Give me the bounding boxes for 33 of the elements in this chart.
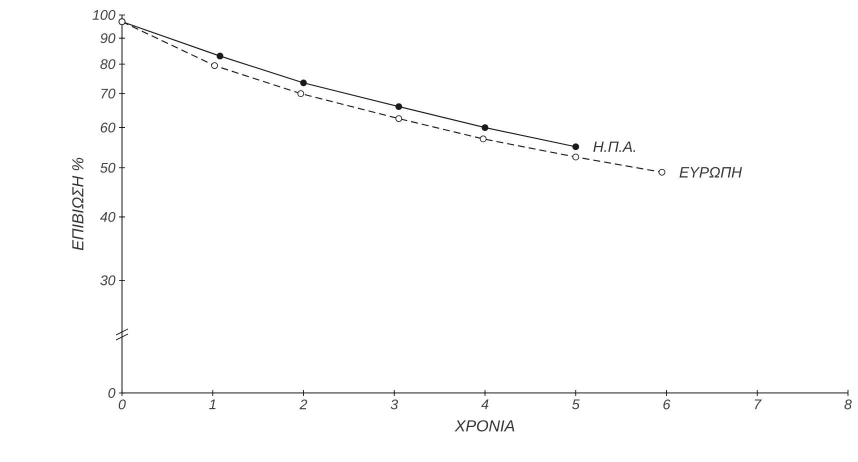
point [395, 103, 402, 110]
y-axis-title: ΕΠΙΒΙΩΣΗ % [72, 158, 84, 250]
point [572, 154, 580, 160]
x-tick-label: 3 [390, 399, 398, 410]
y-tick-label: 40 [100, 212, 116, 222]
y-tick-label: 90 [100, 33, 116, 44]
x-tick-label: 4 [481, 399, 488, 410]
point [211, 62, 218, 69]
x-tick-label: 2 [300, 399, 308, 410]
point [297, 90, 304, 98]
point [658, 168, 666, 176]
x-tick-label: 1 [209, 399, 216, 410]
y-tick-label: 100 [92, 10, 116, 20]
point [300, 79, 307, 86]
x-tick-label: 7 [754, 399, 762, 410]
point [216, 52, 224, 60]
x-axis-title: ΧΡΟΝΙΑ [454, 420, 514, 432]
point [572, 143, 580, 150]
y-tick-label: 50 [100, 162, 116, 173]
point [480, 136, 487, 142]
y-tick-label: 0 [108, 388, 116, 398]
x-tick-label: 6 [663, 399, 670, 410]
x-tick-label: 8 [844, 399, 852, 410]
point [395, 115, 402, 122]
point [482, 124, 488, 131]
series-label: ΕΥΡΩΠΗ [680, 167, 742, 178]
y-tick-label: 80 [100, 59, 116, 70]
x-tick-label: 0 [118, 399, 126, 410]
series-label: Η.Π.Α. [593, 142, 636, 152]
y-tick-label: 60 [100, 122, 116, 133]
x-tick-label: 5 [572, 399, 580, 410]
y-tick-label: 70 [101, 88, 116, 99]
y-tick-label: 30 [100, 275, 116, 286]
